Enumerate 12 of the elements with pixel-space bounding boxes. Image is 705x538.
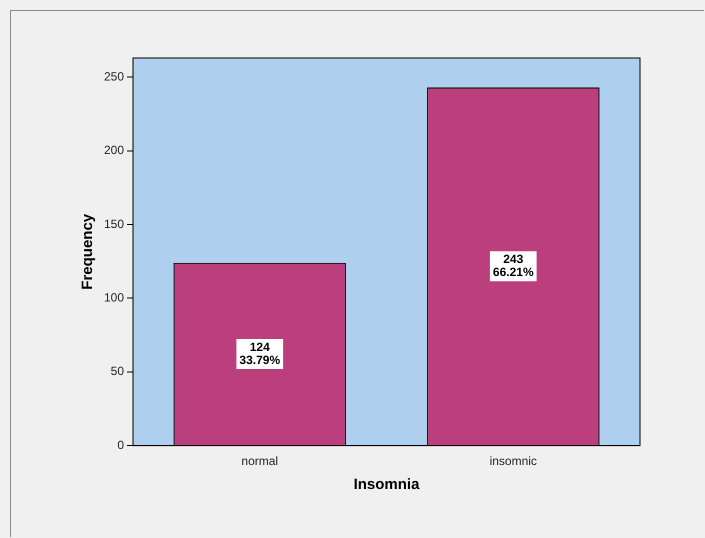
y-axis-title: Frequency: [79, 213, 96, 290]
data-label: 124 33.79%: [239, 340, 280, 367]
y-tick-label: 150: [104, 216, 124, 231]
y-tick-label: 50: [110, 364, 124, 378]
x-axis-title: Insomnia: [354, 476, 420, 494]
x-tick-label: insomnic: [490, 454, 537, 468]
y-tick-label: 200: [104, 143, 124, 158]
y-tick-label: 100: [104, 290, 124, 305]
x-tick-label: normal: [241, 454, 278, 468]
data-label: 243 66.21%: [492, 252, 534, 280]
y-tick-label: 250: [104, 69, 124, 84]
y-tick-label: 0: [117, 438, 124, 452]
